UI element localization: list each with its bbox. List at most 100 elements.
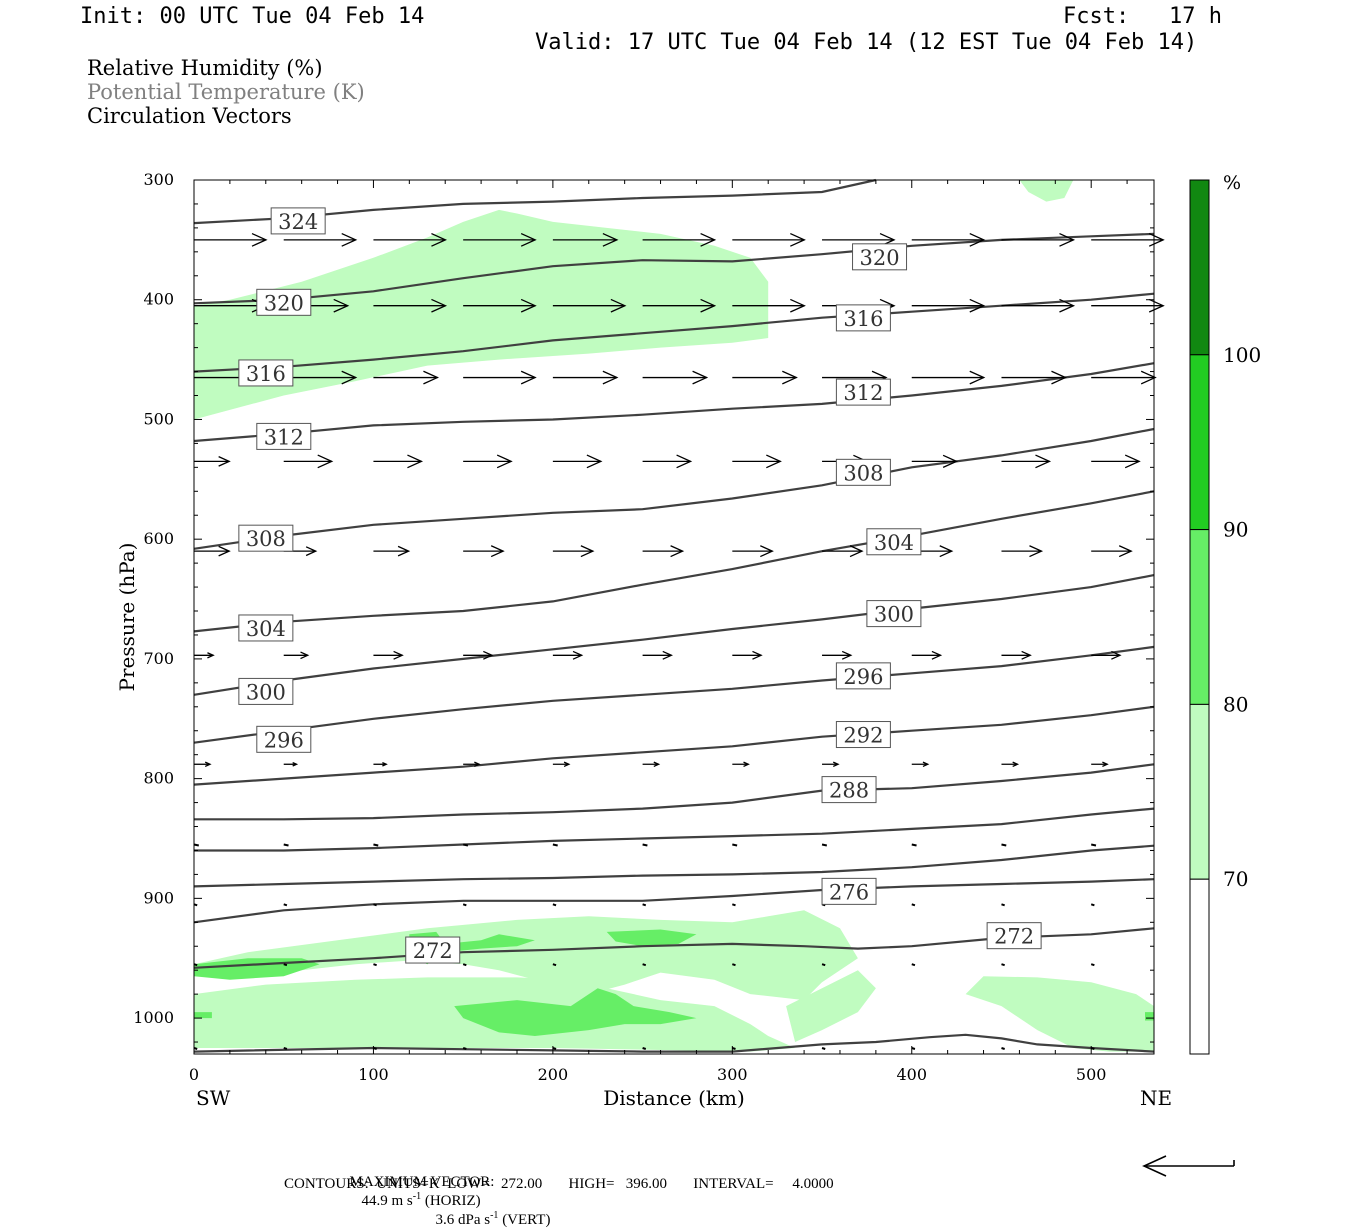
y-tick-label: 700 — [143, 649, 174, 668]
contour-label-text: 304 — [874, 531, 914, 555]
circulation-vector — [642, 370, 709, 385]
vector-stub — [552, 903, 557, 907]
vector-head — [602, 232, 619, 247]
contour-label-box — [866, 600, 922, 628]
circulation-vector — [732, 454, 782, 469]
x-label-sw: SW — [196, 1086, 231, 1110]
colorbar-label: 100 — [1223, 343, 1261, 367]
vector-stub — [283, 843, 289, 847]
contour-label-text: 324 — [278, 210, 318, 234]
circulation-vector — [911, 232, 986, 247]
vector-head — [207, 652, 215, 659]
contour-label-312: 312 — [256, 422, 312, 450]
theta-contour-308 — [193, 427, 1155, 550]
vector-stub — [642, 843, 648, 847]
contour-label-296: 296 — [256, 725, 312, 753]
contour-label-box — [835, 458, 891, 486]
vector-stub — [193, 903, 198, 907]
vector-head — [1035, 454, 1052, 469]
circulation-vector — [822, 761, 840, 768]
circulation-vector — [732, 963, 736, 967]
x-tick-label: 0 — [189, 1065, 199, 1084]
contour-label-box — [238, 524, 294, 552]
vector-stub — [373, 843, 379, 847]
circulation-vector — [642, 545, 685, 558]
vector-head — [218, 545, 231, 557]
vector-head — [743, 761, 750, 768]
circulation-vector — [822, 650, 853, 660]
vector-stub — [911, 843, 917, 847]
vector-head — [1012, 761, 1020, 768]
x-tick-label: 100 — [358, 1065, 389, 1084]
circulation-vector — [911, 1047, 916, 1050]
vector-stub — [462, 963, 467, 967]
vector-head — [423, 370, 440, 385]
circulation-vector — [194, 232, 268, 247]
footer-max-vector: MAXIMUM VECTOR: 44.9 m s-1 (HORIZ) 3.6 d… — [342, 1157, 551, 1229]
forecast-hour: Fcst: 17 h — [1063, 4, 1222, 29]
circulation-vector — [463, 545, 505, 558]
y-tick-label: 800 — [143, 769, 174, 788]
circulation-vector — [1001, 298, 1076, 313]
vector-head — [700, 232, 717, 247]
vector-head — [397, 545, 411, 557]
colorbar-unit: % — [1223, 172, 1241, 194]
vector-head — [790, 298, 806, 313]
circulation-vector — [552, 1047, 557, 1050]
circulation-vector — [1001, 761, 1020, 768]
contour-label-text: 300 — [246, 680, 286, 704]
theta-contour-312 — [193, 362, 1155, 443]
colorbar-segment — [1189, 179, 1210, 356]
vector-head — [610, 298, 627, 313]
circulation-vector — [911, 761, 930, 768]
vector-head — [483, 650, 494, 660]
circulation-vector — [283, 761, 299, 767]
circulation-vector — [1090, 963, 1095, 967]
theta-contour-276 — [193, 878, 1155, 924]
colorbar-segment — [1189, 703, 1210, 880]
vector-stub — [1090, 1047, 1095, 1050]
circulation-vector — [283, 963, 288, 967]
vector-head — [496, 454, 513, 469]
vector-head — [292, 761, 299, 767]
contour-label-box — [256, 422, 312, 450]
circulation-vector — [732, 761, 750, 768]
circulation-vector — [194, 456, 231, 467]
circulation-vector — [283, 1047, 288, 1050]
circulation-vector — [552, 963, 557, 967]
contour-label-text: 320 — [859, 246, 899, 270]
y-tick-label: 1000 — [133, 1008, 174, 1027]
vector-stub — [821, 1047, 826, 1050]
contour-label-text: 300 — [874, 603, 914, 627]
circulation-vector — [821, 963, 826, 967]
vector-stub — [193, 963, 198, 967]
footer-contours: CONTOURS: UNITS=K LOW= 272.00 HIGH= 396.… — [284, 1176, 834, 1192]
circulation-vector — [463, 298, 537, 313]
vector-stub — [911, 1047, 916, 1050]
theta-contour-288 — [194, 763, 1155, 821]
circulation-vector — [552, 545, 595, 558]
circulation-vector — [1001, 454, 1052, 469]
circulation-vector — [911, 963, 916, 967]
vector-head — [1051, 370, 1068, 385]
contour-label-box — [852, 243, 908, 271]
vector-stub — [1090, 963, 1095, 967]
contour-label-288: 288 — [821, 776, 877, 804]
vector-head — [969, 370, 986, 385]
tick-layer: 0 100 200 300 400 500 300 400 500 600 700 800 900 100… — [133, 170, 1154, 1084]
vector-head — [832, 761, 840, 768]
circulation-vector — [642, 761, 661, 768]
contour-label-300: 300 — [866, 600, 922, 628]
vector-stub — [1001, 963, 1005, 967]
circulation-vector — [642, 232, 717, 247]
contour-label-box — [270, 207, 326, 235]
circulation-vector — [732, 650, 763, 660]
vector-stub — [732, 843, 738, 847]
circulation-vector — [373, 232, 448, 247]
vector-head — [760, 545, 774, 558]
circulation-vector — [462, 903, 467, 907]
legend-theta: Potential Temperature (K) — [87, 80, 365, 104]
vector-head — [1059, 232, 1076, 247]
circulation-vector — [642, 843, 648, 847]
vector-stub — [642, 1047, 647, 1050]
